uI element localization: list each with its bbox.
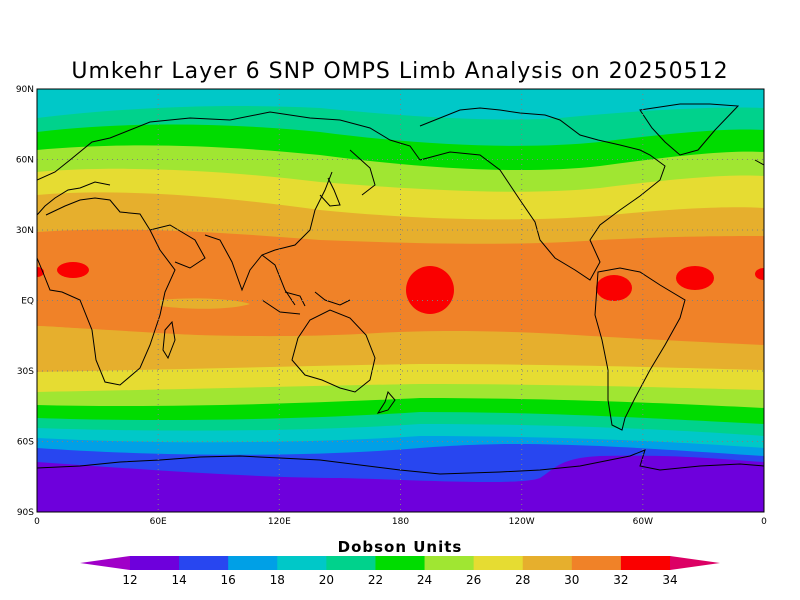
colorbar-level-label: 32 <box>613 573 628 587</box>
colorbar-level-label: 24 <box>417 573 432 587</box>
coast-japan <box>319 177 341 207</box>
coast-antarctica <box>37 449 764 475</box>
lat-tick-label: 60N <box>16 156 34 166</box>
coast-greenland <box>639 103 740 156</box>
colorbar-swatch <box>620 556 671 570</box>
colorbar-swatch <box>326 556 376 570</box>
colorbar-level-label: 14 <box>171 573 186 587</box>
coast-africa <box>37 197 176 386</box>
lon-tick-label: 60W <box>633 517 653 527</box>
coast-new-zealand <box>376 390 396 414</box>
colorbar-swatch <box>130 556 180 570</box>
colorbar-swatch <box>571 556 622 570</box>
colorbar-level-label: 20 <box>319 573 334 587</box>
map-area <box>37 89 764 512</box>
max-edge-east <box>755 268 764 280</box>
coast-europe <box>37 159 764 216</box>
chart-title: Umkehr Layer 6 SNP OMPS Limb Analysis on… <box>71 59 728 84</box>
coast-south-america <box>594 267 686 431</box>
colorbar-level-label: 26 <box>466 573 481 587</box>
colorbar-level-label: 28 <box>515 573 530 587</box>
lat-tick-label: 30S <box>17 367 34 377</box>
coast-madagascar <box>162 320 176 360</box>
coast-se-asia <box>261 171 333 306</box>
colorbar: 12 14 16 18 20 22 24 26 28 30 32 34 <box>80 556 720 587</box>
lon-tick-label: 60E <box>150 517 167 527</box>
lon-tick-label: 0 <box>34 517 40 527</box>
colorbar-swatch <box>179 556 229 570</box>
colorbar-level-label: 12 <box>122 573 137 587</box>
colorbar-level-label: 34 <box>662 573 677 587</box>
colorbar-level-label: 18 <box>270 573 285 587</box>
max-africa-west <box>57 262 89 278</box>
latitude-tick-labels: 90S 60S 30S EQ 30N 60N 90N <box>16 85 34 518</box>
max-central-pacific <box>406 266 454 314</box>
colorbar-title: Dobson Units <box>338 538 463 556</box>
colorbar-swatch <box>473 556 524 570</box>
max-south-america <box>596 275 632 301</box>
lat-tick-label: 30N <box>16 226 34 236</box>
coast-indonesia <box>261 291 351 315</box>
coastlines <box>37 103 764 475</box>
lat-tick-label: EQ <box>21 297 34 307</box>
colorbar-level-label: 16 <box>221 573 236 587</box>
colorbar-swatch <box>522 556 573 570</box>
colorbar-swatch <box>375 556 426 570</box>
colorbar-swatch <box>424 556 475 570</box>
coast-north-america <box>419 107 666 281</box>
colorbar-high-cap <box>670 556 720 570</box>
max-atlantic <box>676 266 714 290</box>
grid-lines <box>37 89 764 512</box>
colorbar-level-label: 22 <box>368 573 383 587</box>
lon-tick-label: 120E <box>268 517 291 527</box>
colorbar-level-label: 30 <box>564 573 579 587</box>
lat-tick-label: 90S <box>17 508 34 518</box>
lon-tick-label: 120W <box>509 517 535 527</box>
colorbar-swatch <box>228 556 278 570</box>
contour-32-tropics <box>37 229 764 345</box>
map-frame <box>36 88 765 513</box>
lat-tick-label: 90N <box>16 85 34 95</box>
colorbar-swatch <box>277 556 327 570</box>
longitude-tick-labels: 0 60E 120E 180 120W 60W 0 <box>34 517 767 527</box>
coast-eurasia-north <box>37 111 421 196</box>
coast-australia <box>291 309 376 393</box>
colorbar-low-cap <box>80 556 130 570</box>
lon-tick-label: 180 <box>392 517 409 527</box>
contour-14-south <box>37 455 764 512</box>
lat-tick-label: 60S <box>17 438 34 448</box>
lon-tick-label: 0 <box>761 517 767 527</box>
